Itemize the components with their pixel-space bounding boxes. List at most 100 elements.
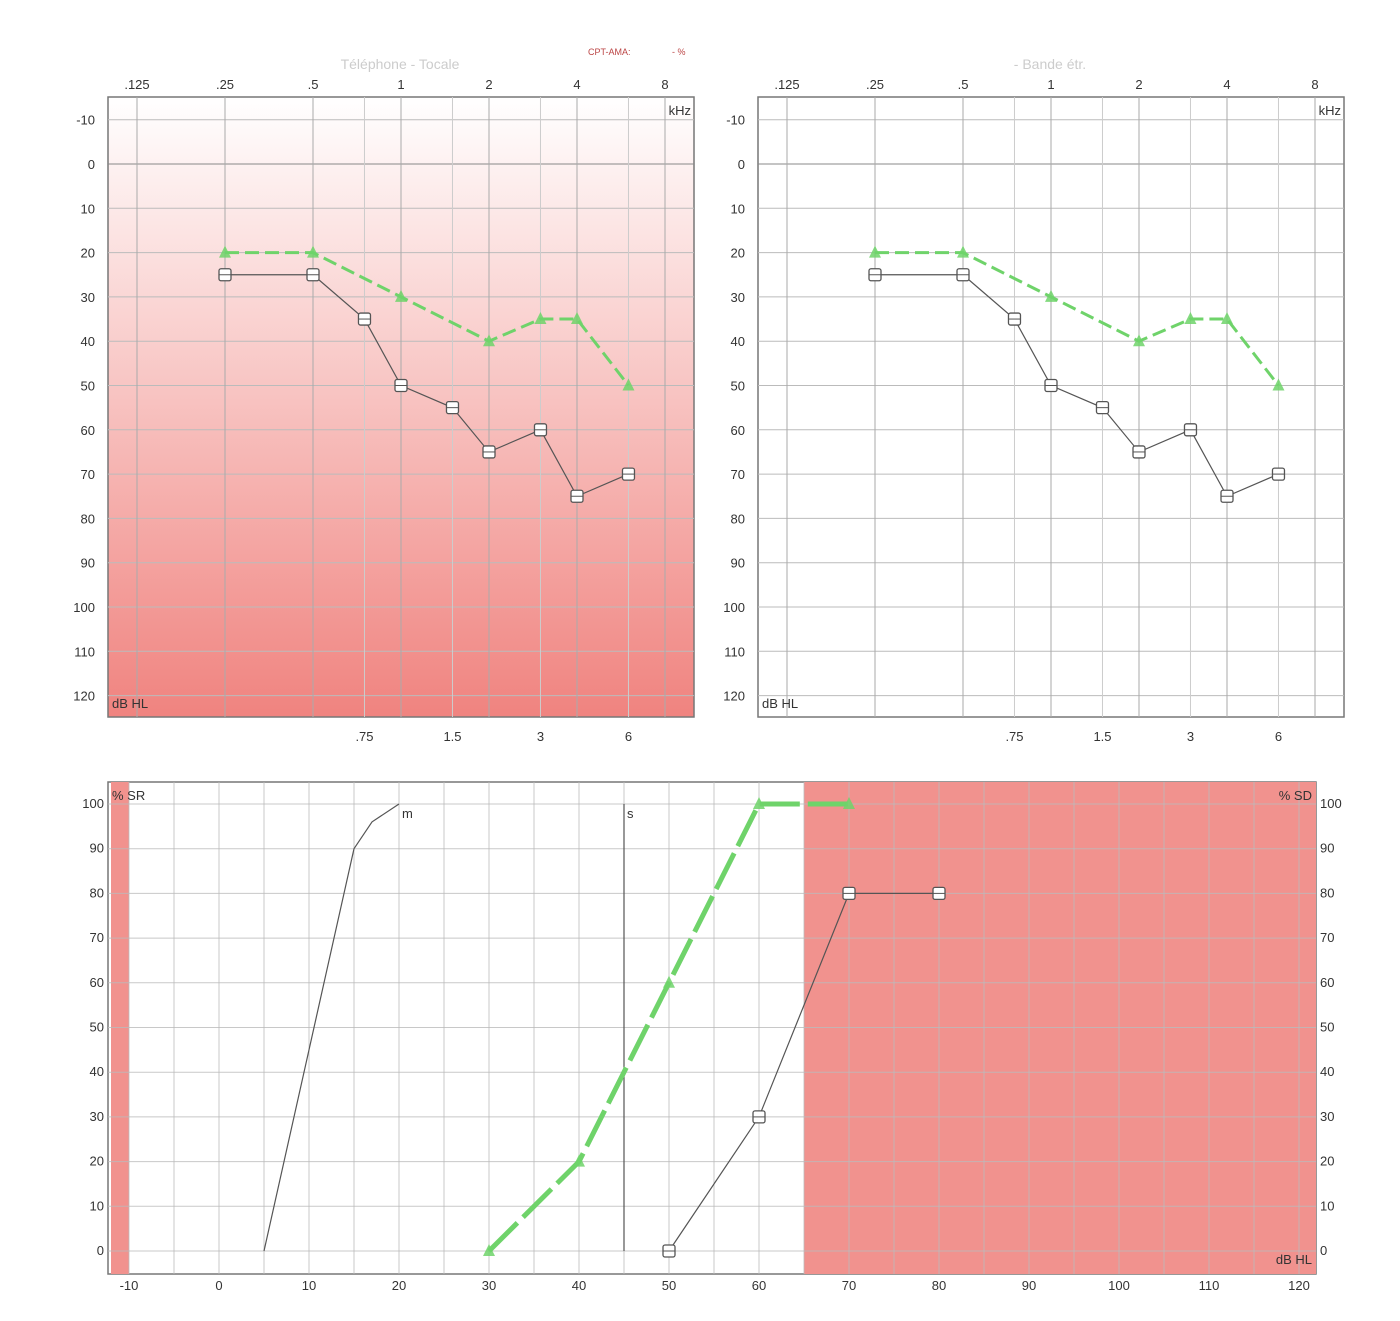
- x-axis-unit: kHz: [669, 103, 691, 118]
- x-tick-label-top: .5: [308, 77, 319, 92]
- x-tick-label-top: 4: [573, 77, 580, 92]
- y-tick-label: 80: [81, 511, 95, 526]
- x-tick-label-top: .125: [124, 77, 149, 92]
- x-tick-label-top: 8: [1311, 77, 1318, 92]
- y-tick-label: 10: [731, 201, 745, 216]
- x-tick-label: 50: [662, 1278, 676, 1293]
- triangle-marker: [622, 378, 635, 391]
- x-tick-label-bottom: 6: [625, 729, 632, 744]
- y-tick-label: 70: [731, 467, 745, 482]
- x-tick-label-bottom: .75: [355, 729, 373, 744]
- x-tick-label-top: 4: [1223, 77, 1230, 92]
- x-tick-label-top: 2: [1135, 77, 1142, 92]
- y-tick-label: 80: [90, 885, 104, 900]
- cpt-value: - %: [672, 47, 686, 57]
- y-tick-label: 110: [724, 644, 745, 659]
- y-tick-label: 50: [81, 379, 95, 394]
- x-tick-label-bottom: 1.5: [1093, 729, 1111, 744]
- cpt-label: CPT-AMA:: [588, 47, 631, 57]
- y-tick-label-right: 90: [1320, 841, 1334, 856]
- y-tick-label: -10: [76, 113, 95, 128]
- x-tick-label: 40: [572, 1278, 586, 1293]
- triangle-marker: [869, 245, 881, 258]
- x-tick-label: 70: [842, 1278, 856, 1293]
- x-tick-label-top: 2: [485, 77, 492, 92]
- x-axis-unit: kHz: [1319, 103, 1341, 118]
- reference-curve-label: s: [627, 806, 634, 821]
- y-axis-unit: dB HL: [762, 696, 798, 711]
- reference-curve-label: m: [402, 806, 413, 821]
- y-tick-label-right: 50: [1320, 1020, 1334, 1035]
- x-tick-label-bottom: 1.5: [443, 729, 461, 744]
- x-tick-label-top: .125: [774, 77, 799, 92]
- y-tick-label: 70: [81, 467, 95, 482]
- x-tick-label-bottom: 3: [537, 729, 544, 744]
- y-tick-label: 120: [73, 689, 95, 704]
- y-axis-label-right: % SD: [1279, 788, 1312, 803]
- y-tick-label-right: 30: [1320, 1109, 1334, 1124]
- triangle-marker: [573, 1154, 585, 1167]
- triangle-marker: [1272, 378, 1285, 391]
- y-tick-label: 90: [90, 841, 104, 856]
- triangle-marker: [395, 289, 407, 302]
- x-tick-label: 90: [1022, 1278, 1036, 1293]
- y-tick-label: 100: [723, 600, 745, 615]
- triangle-marker: [219, 245, 231, 258]
- x-tick-label: 80: [932, 1278, 946, 1293]
- y-tick-label: 10: [81, 201, 95, 216]
- y-tick-label: 60: [90, 975, 104, 990]
- y-tick-label: 20: [731, 246, 745, 261]
- y-tick-label: 50: [731, 379, 745, 394]
- x-tick-label-top: .5: [958, 77, 969, 92]
- triangle-marker: [483, 1244, 495, 1256]
- y-tick-label: 120: [723, 689, 745, 704]
- y-tick-label: 100: [82, 796, 104, 811]
- y-tick-label: 80: [731, 511, 745, 526]
- y-tick-label: 70: [90, 930, 104, 945]
- y-tick-label: 10: [90, 1198, 104, 1213]
- x-tick-label-top: 1: [1047, 77, 1054, 92]
- y-tick-label: 0: [88, 157, 95, 172]
- y-tick-label: 90: [81, 556, 95, 571]
- y-tick-label: 30: [90, 1109, 104, 1124]
- y-axis-label: % SR: [112, 788, 145, 803]
- triangle-marker: [571, 312, 583, 325]
- y-tick-label: 30: [731, 290, 745, 305]
- x-tick-label-bottom: .75: [1005, 729, 1023, 744]
- triangle-marker: [843, 797, 855, 809]
- y-tick-label: 20: [90, 1154, 104, 1169]
- y-tick-label-right: 10: [1320, 1198, 1334, 1213]
- y-tick-label-right: 80: [1320, 885, 1334, 900]
- x-tick-label-top: .25: [216, 77, 234, 92]
- x-tick-label-bottom: 3: [1187, 729, 1194, 744]
- triangle-marker: [1133, 334, 1145, 347]
- triangle-marker: [957, 245, 969, 258]
- y-tick-label: 30: [81, 290, 95, 305]
- triangle-marker: [483, 334, 495, 347]
- x-tick-label-top: 8: [661, 77, 668, 92]
- y-tick-label: 100: [73, 600, 95, 615]
- y-tick-label-right: 60: [1320, 975, 1334, 990]
- triangle-marker: [534, 312, 547, 325]
- x-tick-label: 0: [215, 1278, 222, 1293]
- y-tick-label: 40: [731, 334, 745, 349]
- y-tick-label-right: 100: [1320, 796, 1342, 811]
- triangle-marker: [1221, 312, 1233, 325]
- x-tick-label: 60: [752, 1278, 766, 1293]
- y-tick-label: 0: [97, 1243, 104, 1258]
- chart-title: - Bande étr.: [1014, 56, 1086, 72]
- chart-title: Téléphone - Tocale: [341, 56, 460, 72]
- y-tick-label: 110: [74, 644, 95, 659]
- x-tick-label-top: 1: [397, 77, 404, 92]
- triangle-marker: [1184, 312, 1197, 325]
- y-tick-label: 60: [81, 423, 95, 438]
- x-tick-label-bottom: 6: [1275, 729, 1282, 744]
- x-axis-label: dB HL: [1276, 1252, 1312, 1267]
- series-line-square: [668, 892, 939, 1252]
- y-tick-label: 90: [731, 556, 745, 571]
- x-tick-label: 10: [302, 1278, 316, 1293]
- y-tick-label: 40: [81, 334, 95, 349]
- triangle-marker: [753, 797, 765, 809]
- x-tick-label: 30: [482, 1278, 496, 1293]
